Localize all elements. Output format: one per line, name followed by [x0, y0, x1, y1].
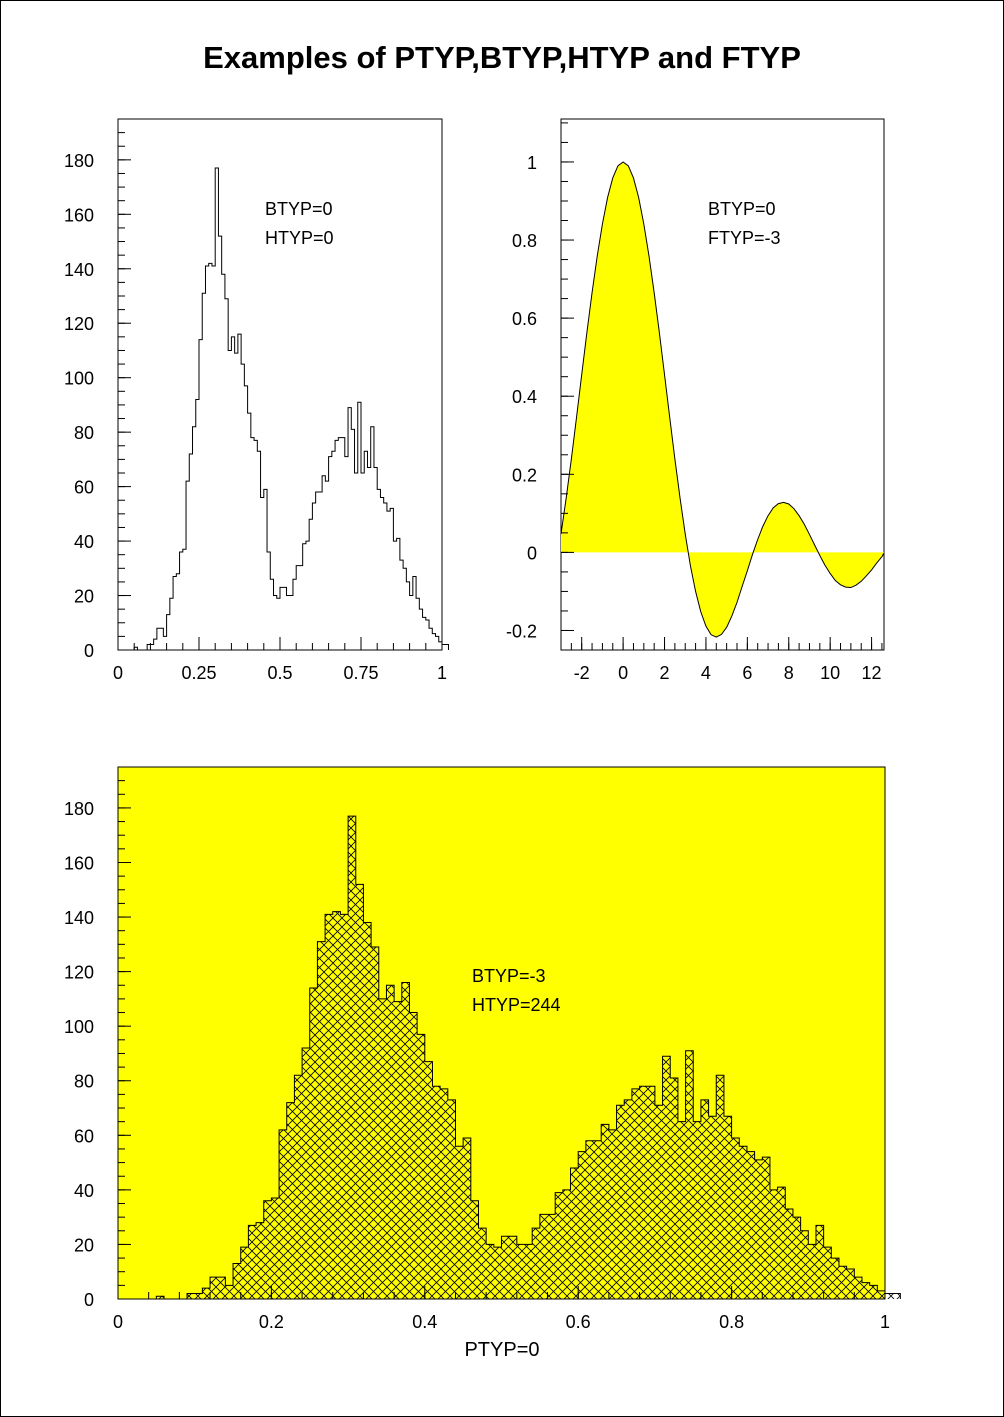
y-tick-label: 140 [64, 260, 94, 280]
y-tick-label: 40 [74, 532, 94, 552]
y-tick-label: 0.2 [512, 465, 537, 485]
histogram-outline [118, 815, 901, 1300]
x-tick-label: 0.6 [566, 1312, 591, 1332]
histogram-outline [118, 167, 449, 651]
y-tick-label: 40 [74, 1181, 94, 1201]
x-tick-labels: 0 0.2 0.4 0.6 0.8 1 [113, 1312, 890, 1332]
annotation-btyp: BTYP=-3 [472, 966, 546, 986]
histogram-panel-bottom: 0 0.2 0.4 0.6 0.8 1 020406080100120140160180 … [64, 766, 901, 1332]
y-tick-label: 120 [64, 963, 94, 983]
histogram-panel-top-left: 0 0.25 0.5 0.75 1 0 20 40 60 80 100 120 140 160 180 B… [64, 118, 449, 683]
function-curve [560, 161, 885, 638]
y-tick-label: 60 [74, 1126, 94, 1146]
y-tick-label: -0.2 [506, 621, 537, 641]
y-tick-label: 80 [74, 423, 94, 443]
axis-ticks [560, 122, 883, 651]
y-tick-label: 0 [84, 1290, 94, 1310]
y-tick-label: 140 [64, 908, 94, 928]
y-tick-label: 180 [64, 151, 94, 171]
y-tick-label: 0.6 [512, 309, 537, 329]
plot-frame [117, 118, 443, 651]
x-tick-label: 0.2 [259, 1312, 284, 1332]
footer-label: PTYP=0 [464, 1339, 540, 1361]
y-tick-label: 20 [74, 587, 94, 607]
x-tick-label: 0.75 [343, 663, 378, 683]
x-tick-labels: 0 0.25 0.5 0.75 1 [113, 663, 447, 683]
annotation-htyp: HTYP=244 [472, 995, 561, 1015]
y-tick-labels: 0 20 40 60 80 100 120 140 160 180 [64, 799, 94, 1310]
x-tick-label: 8 [784, 663, 794, 683]
y-tick-label: 0.4 [512, 387, 537, 407]
x-tick-label: 4 [701, 663, 711, 683]
page-title: Examples of PTYP,BTYP,HTYP and FTYP [203, 40, 801, 75]
y-tick-label: 160 [64, 853, 94, 873]
x-tick-label: 1 [880, 1312, 890, 1332]
y-tick-label: 0.8 [512, 231, 537, 251]
x-tick-label: 6 [742, 663, 752, 683]
x-tick-label: -2 [574, 663, 590, 683]
annotation-htyp: HTYP=0 [265, 228, 334, 248]
histogram-hatch-fill [118, 816, 901, 1299]
x-tick-label: 0.25 [181, 663, 216, 683]
y-tick-label: 0 [84, 641, 94, 661]
x-tick-label: 1 [437, 663, 447, 683]
y-tick-label: 100 [64, 369, 94, 389]
y-tick-label: 80 [74, 1072, 94, 1092]
x-tick-label: 10 [820, 663, 840, 683]
x-tick-labels: -2 0 2 4 6 8 10 12 [574, 663, 882, 683]
y-tick-labels: -0.2 0 0.2 0.4 0.6 0.8 1 [506, 153, 537, 642]
x-tick-label: 0 [618, 663, 628, 683]
annotation-ftyp: FTYP=-3 [708, 228, 781, 248]
function-fill-area [561, 161, 884, 638]
x-tick-label: 0 [113, 1312, 123, 1332]
x-tick-label: 0 [113, 663, 123, 683]
y-tick-label: 0 [527, 543, 537, 563]
axis-ticks [117, 766, 886, 1300]
y-tick-label: 160 [64, 205, 94, 225]
y-tick-label: 60 [74, 478, 94, 498]
y-tick-label: 100 [64, 1017, 94, 1037]
x-tick-label: 12 [862, 663, 882, 683]
annotation-btyp: BTYP=0 [708, 199, 776, 219]
y-tick-label: 180 [64, 799, 94, 819]
y-tick-label: 120 [64, 314, 94, 334]
y-tick-label: 20 [74, 1235, 94, 1255]
axis-ticks [117, 118, 443, 651]
y-tick-labels: 0 20 40 60 80 100 120 140 160 180 [64, 151, 94, 661]
x-tick-label: 0.4 [412, 1312, 437, 1332]
x-tick-label: 0.5 [267, 663, 292, 683]
x-tick-label: 0.8 [719, 1312, 744, 1332]
x-tick-label: 2 [660, 663, 670, 683]
function-panel-top-right: -2 0 2 4 6 8 10 12 -0.2 0 0.2 0.4 0.6 0.8 1 BTYP=0 FT… [506, 118, 885, 683]
y-tick-label: 1 [527, 153, 537, 173]
annotation-btyp: BTYP=0 [265, 199, 333, 219]
